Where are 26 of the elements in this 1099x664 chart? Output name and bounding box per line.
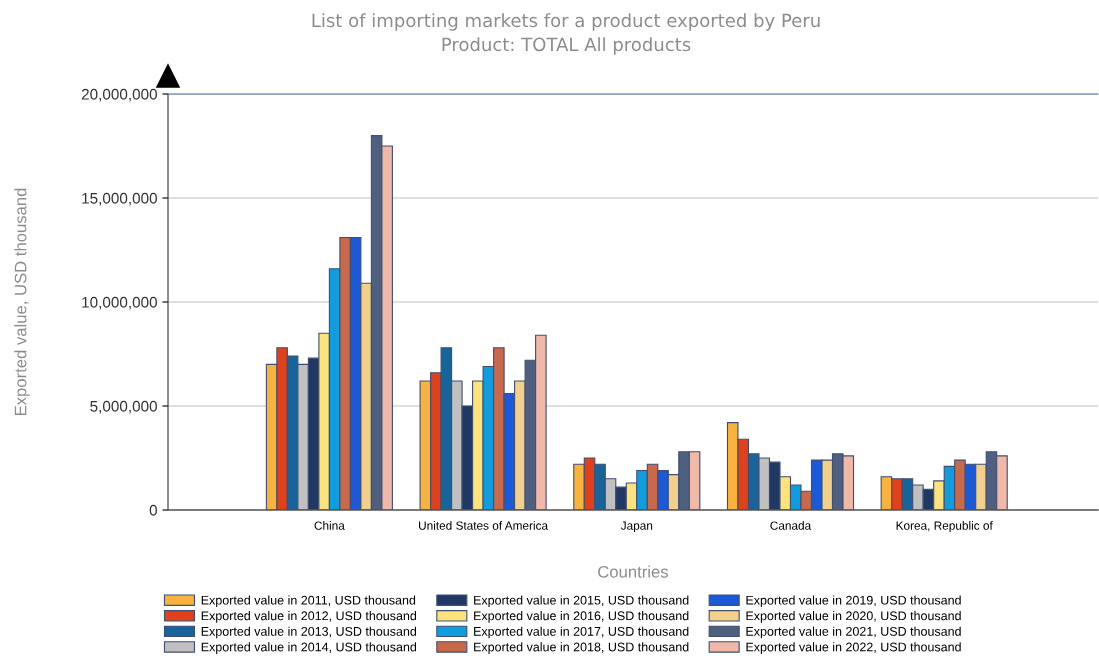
legend-label: Exported value in 2019, USD thousand [746, 595, 961, 608]
x-tick-label: Canada [770, 521, 812, 530]
y-axis-title: Exported value, USD thousand [14, 188, 30, 416]
x-tick-label: Japan [620, 521, 653, 533]
y-tick-label: 0 [149, 504, 157, 516]
legend-label: Exported value in 2017, USD thousand [474, 626, 689, 639]
legend-label: Exported value in 2018, USD thousand [474, 642, 689, 654]
y-tick-label: 15,000,000 [82, 192, 157, 206]
legend-label: Exported value in 2012, USD thousand [201, 611, 417, 623]
legend-label: Exported value in 2022, USD thousand [746, 642, 961, 654]
legend-label: Exported value in 2011, USD thousand [201, 595, 416, 608]
x-tick-label: China [314, 521, 345, 530]
chart-subtitle: Product: TOTAL All products [442, 37, 691, 55]
y-tick-label: 10,000,000 [82, 296, 157, 310]
legend-label: Exported value in 2014, USD thousand [201, 642, 417, 654]
chart-title: List of importing markets for a product exported by Peru [312, 13, 820, 31]
x-tick-label: Korea, Republic of [896, 521, 993, 533]
legend-label: Exported value in 2020, USD thousand [746, 611, 961, 623]
y-tick-label: 5,000,000 [90, 400, 157, 414]
y-tick-label: 20,000,000 [81, 88, 157, 102]
x-axis-title: Countries [598, 565, 669, 578]
legend-label: Exported value in 2016, USD thousand [474, 611, 689, 623]
legend-label: Exported value in 2015, USD thousand [474, 595, 689, 608]
legend-label: Exported value in 2021, USD thousand [746, 626, 961, 639]
x-tick-label: United States of America [419, 521, 549, 530]
legend-label: Exported value in 2013, USD thousand [201, 626, 417, 639]
